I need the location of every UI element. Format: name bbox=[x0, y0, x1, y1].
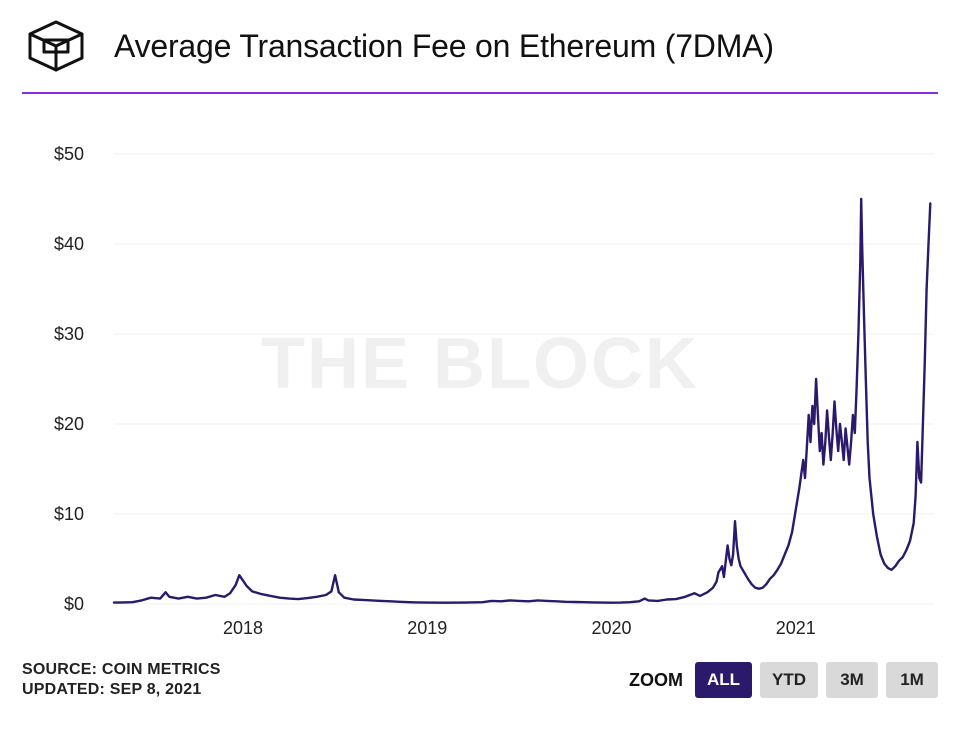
chart-container: THE BLOCK $0$10$20$30$40$502018201920202… bbox=[22, 94, 938, 654]
updated-label: UPDATED: SEP 8, 2021 bbox=[22, 680, 221, 700]
svg-text:$40: $40 bbox=[54, 234, 84, 254]
svg-text:$30: $30 bbox=[54, 324, 84, 344]
chart-meta: SOURCE: COIN METRICS UPDATED: SEP 8, 202… bbox=[22, 660, 221, 700]
svg-text:2020: 2020 bbox=[592, 618, 632, 638]
svg-text:$20: $20 bbox=[54, 414, 84, 434]
footer: SOURCE: COIN METRICS UPDATED: SEP 8, 202… bbox=[0, 654, 960, 700]
chart-title: Average Transaction Fee on Ethereum (7DM… bbox=[114, 28, 774, 65]
zoom-label: ZOOM bbox=[629, 670, 683, 691]
svg-text:2019: 2019 bbox=[407, 618, 447, 638]
header: Average Transaction Fee on Ethereum (7DM… bbox=[0, 0, 960, 84]
source-label: SOURCE: COIN METRICS bbox=[22, 660, 221, 680]
svg-text:2021: 2021 bbox=[776, 618, 816, 638]
svg-text:$0: $0 bbox=[64, 594, 84, 614]
zoom-button-all[interactable]: ALL bbox=[695, 662, 752, 698]
zoom-controls: ZOOM ALL YTD 3M 1M bbox=[629, 662, 938, 698]
logo-icon bbox=[22, 18, 90, 74]
zoom-button-3m[interactable]: 3M bbox=[826, 662, 878, 698]
svg-text:$10: $10 bbox=[54, 504, 84, 524]
zoom-button-1m[interactable]: 1M bbox=[886, 662, 938, 698]
svg-text:2018: 2018 bbox=[223, 618, 263, 638]
zoom-button-ytd[interactable]: YTD bbox=[760, 662, 818, 698]
svg-text:$50: $50 bbox=[54, 144, 84, 164]
line-chart: $0 $10 $20 $30 $40 $50 2018 2019 2020 2021 bbox=[22, 94, 938, 654]
